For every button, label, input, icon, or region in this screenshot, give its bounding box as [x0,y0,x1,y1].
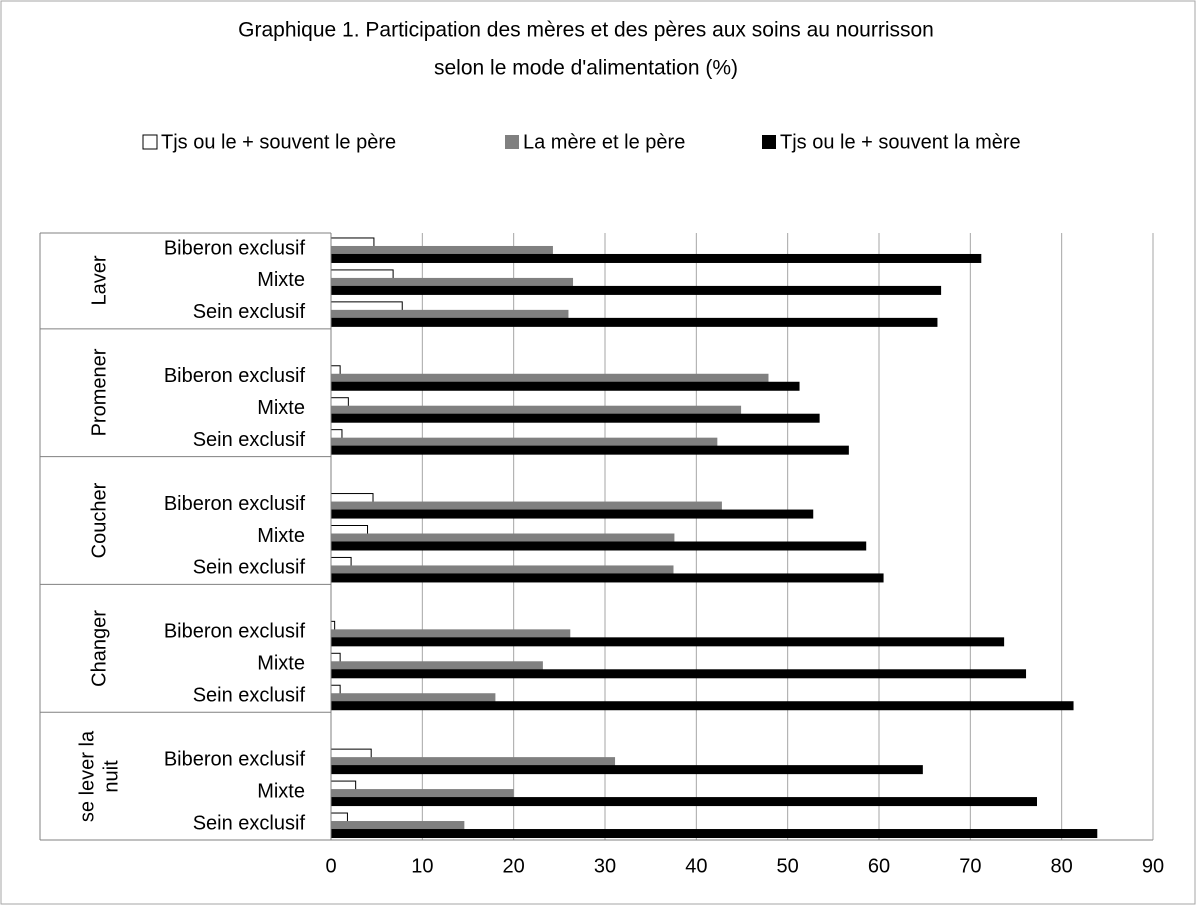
bar [331,309,569,319]
x-tick-label: 50 [777,855,799,877]
bar [331,661,543,671]
bar [331,373,769,383]
bar [331,245,553,255]
group-label: Promener [87,348,110,437]
bar [330,365,341,376]
x-tick-label: 40 [685,855,707,877]
category-label: Mixte [257,269,305,291]
category-label: Mixte [257,653,305,675]
bar [331,701,1074,711]
legend-label: Tjs ou le + souvent le père [161,131,396,153]
legend-swatch [142,134,158,150]
category-label: Biberon exclusif [164,748,306,770]
x-tick-label: 80 [1051,855,1073,877]
bar [330,429,343,440]
category-label: Sein exclusif [193,685,306,707]
bar [331,797,1038,807]
bar [331,629,571,639]
category-label: Mixte [257,780,305,802]
chart-title: selon le mode d'alimentation (%) [434,57,738,80]
bar [331,445,849,455]
category-label: Mixte [257,397,305,419]
bar [330,748,372,759]
legend-swatch [505,135,519,149]
group-label: Laver [87,255,110,306]
bar [331,277,574,287]
category-label: Mixte [257,525,305,547]
bar [331,573,884,583]
bar [331,405,742,415]
legend-label: La mère et le père [523,131,685,153]
group-label: se lever la nuit [75,730,122,822]
x-tick-label: 70 [959,855,981,877]
bar [331,381,800,391]
bar [330,620,336,631]
bar [330,780,357,791]
bar [330,525,369,535]
bar [330,812,348,823]
group-label: Changer [87,609,110,687]
legend-label: Tjs ou le + souvent la mère [780,131,1021,153]
bar [331,757,616,767]
bar [331,317,938,327]
x-tick-label: 0 [325,855,336,877]
bar [331,765,923,775]
bar [330,301,403,312]
chart-title: Graphique 1. Participation des mères et … [238,19,934,42]
bar [331,533,675,543]
category-label: Biberon exclusif [164,237,306,259]
bar [330,684,341,695]
bar [331,285,942,295]
x-tick-label: 20 [503,855,525,877]
bar [330,493,374,504]
x-tick-label: 60 [868,855,890,877]
bar [330,556,352,567]
x-tick-label: 30 [594,855,616,877]
bar [331,637,1005,647]
group-label: Coucher [87,482,110,559]
bar [330,652,341,663]
x-tick-label: 90 [1142,855,1164,877]
category-label: Biberon exclusif [164,365,306,387]
bar [331,437,718,447]
bar [331,253,982,263]
category-label: Sein exclusif [193,557,306,579]
bar [331,501,722,511]
bar [331,829,1098,839]
bar [331,669,1027,679]
x-tick-label: 10 [411,855,433,877]
bar [331,413,820,423]
bar [331,541,867,551]
category-label: Sein exclusif [193,301,306,323]
bar [331,693,496,703]
category-label: Biberon exclusif [164,621,306,643]
bar [331,509,814,519]
bar [330,237,375,248]
bar [330,269,394,280]
bar [331,565,674,575]
bar [331,821,465,831]
bar [330,397,349,408]
bar [331,789,514,799]
category-label: Biberon exclusif [164,493,306,515]
legend-swatch [762,135,776,149]
category-label: Sein exclusif [193,812,306,834]
category-label: Sein exclusif [193,429,306,451]
